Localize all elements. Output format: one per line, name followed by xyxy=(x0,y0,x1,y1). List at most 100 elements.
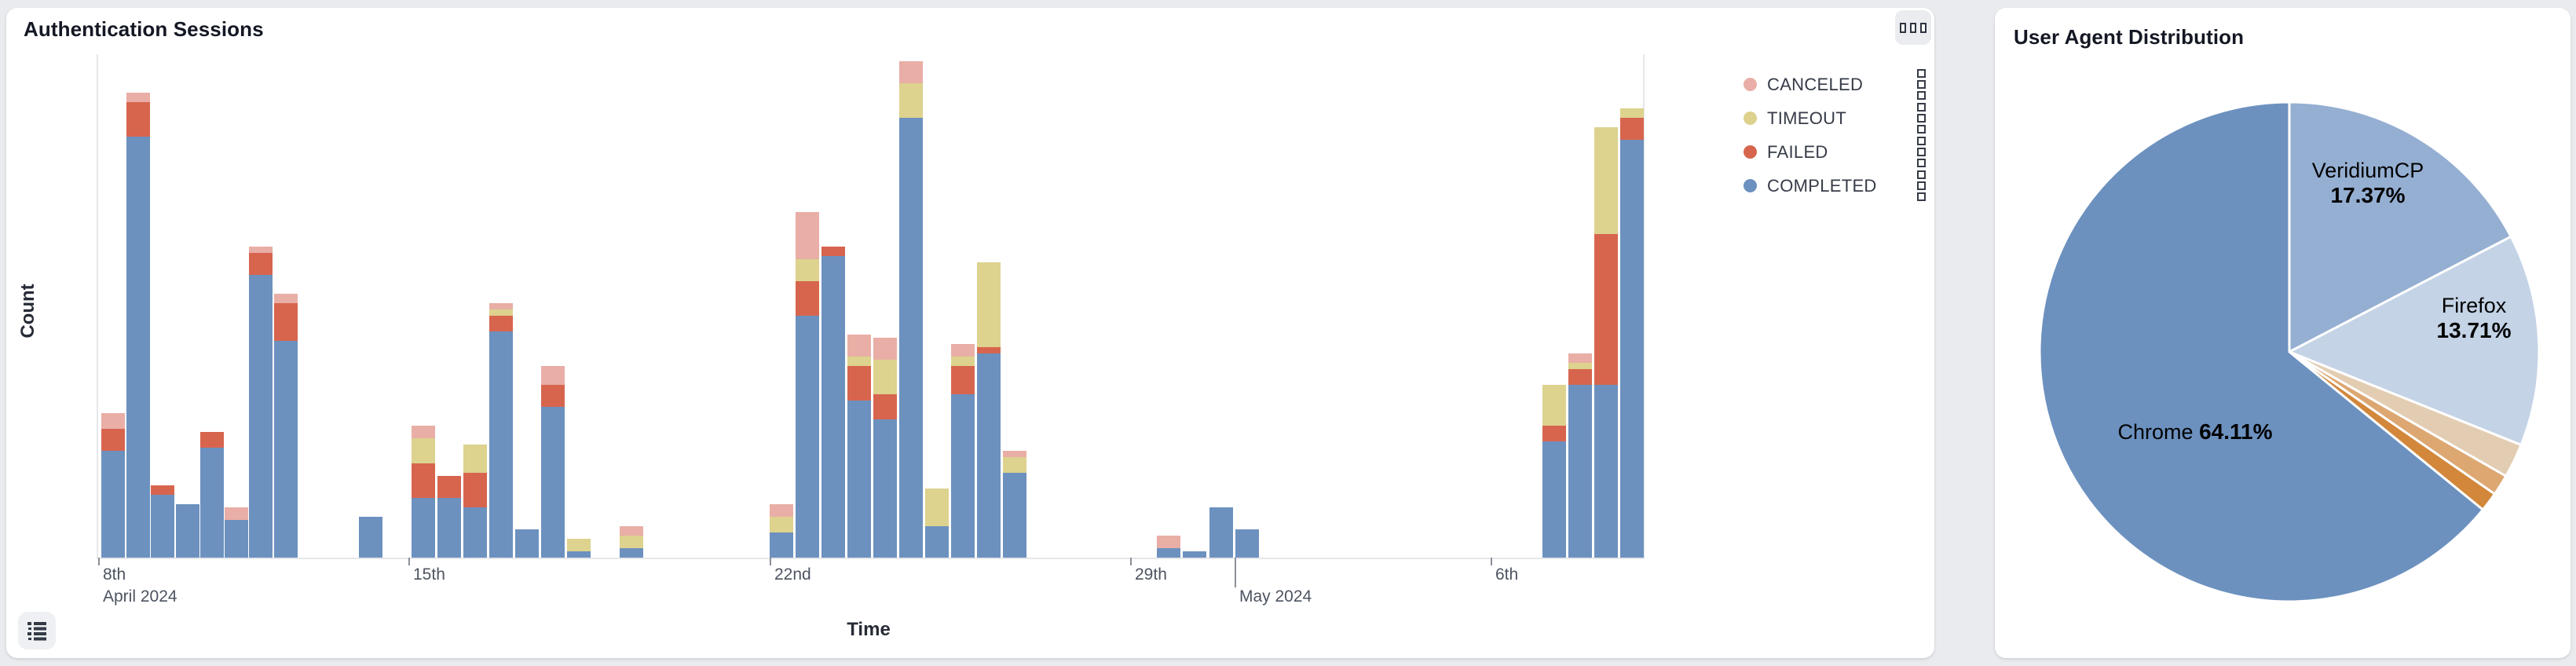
bar-segment-canceled xyxy=(873,338,897,360)
pie-slice-chrome[interactable] xyxy=(2038,101,2484,603)
grid-menu-button[interactable] xyxy=(1895,10,1931,45)
stacked-bar[interactable] xyxy=(437,476,461,558)
stacked-bar[interactable] xyxy=(873,338,897,558)
legend-label: FAILED xyxy=(1767,141,1828,162)
pie-slice-firefox[interactable] xyxy=(2288,235,2541,447)
x-axis-month-label: May 2024 xyxy=(1239,587,1312,606)
stacked-bar[interactable] xyxy=(541,366,565,558)
bar-segment-timeout xyxy=(796,259,819,281)
bar-segment-timeout xyxy=(1003,457,1026,473)
x-axis-tick-label: 29th xyxy=(1135,565,1167,584)
stacked-bar[interactable] xyxy=(249,247,273,558)
stacked-bar[interactable] xyxy=(567,539,591,558)
stacked-bar[interactable] xyxy=(463,445,487,558)
bar-segment-completed xyxy=(847,401,871,558)
panel-user-agent-distribution: User Agent Distribution VeridiumCP 17.37… xyxy=(1995,8,2571,658)
stacked-bar[interactable] xyxy=(1157,536,1180,558)
pie-slice-veridiumcp[interactable] xyxy=(2288,101,2512,353)
bar-segment-failed xyxy=(101,429,125,451)
bar-segment-failed xyxy=(847,366,871,401)
stacked-bar[interactable] xyxy=(151,485,174,558)
stacked-bar[interactable] xyxy=(620,526,643,558)
bar-segment-timeout xyxy=(1542,385,1566,426)
square-icon xyxy=(1917,159,1926,167)
bar-segment-completed xyxy=(1235,529,1259,558)
stacked-bar[interactable] xyxy=(977,262,1001,558)
vertical-squares-menu-icon[interactable] xyxy=(1914,167,1929,204)
legend-item-completed[interactable]: COMPLETED xyxy=(1744,169,1929,203)
chart-legend: CANCELED TIMEOUT FAILED COMPLETED xyxy=(1744,68,1929,203)
bar-segment-failed xyxy=(1594,234,1618,385)
stacked-bar[interactable] xyxy=(515,529,539,558)
stacked-bar[interactable] xyxy=(899,61,923,558)
bar-segment-completed xyxy=(873,419,897,558)
legend-item-failed[interactable]: FAILED xyxy=(1744,135,1929,169)
stacked-bar[interactable] xyxy=(951,344,975,558)
bar-segment-timeout xyxy=(1620,108,1644,118)
stacked-bar[interactable] xyxy=(489,303,513,558)
legend-dot xyxy=(1744,145,1757,159)
vertical-squares-menu-icon[interactable] xyxy=(1914,100,1929,137)
bar-segment-completed xyxy=(1542,441,1566,558)
x-axis-tick xyxy=(1130,558,1132,565)
stacked-bar[interactable] xyxy=(1542,385,1566,558)
stacked-bar[interactable] xyxy=(274,294,298,558)
bar-segment-timeout xyxy=(567,539,591,551)
stacked-bar[interactable] xyxy=(101,413,125,558)
stacked-bar[interactable] xyxy=(1568,353,1592,558)
stacked-bar[interactable] xyxy=(1235,529,1259,558)
y-axis-title: Count xyxy=(17,284,38,338)
legend-item-canceled[interactable]: CANCELED xyxy=(1744,68,1929,101)
square-icon xyxy=(1917,103,1926,112)
bar-segment-completed xyxy=(176,504,199,558)
bar-segment-canceled xyxy=(225,507,248,520)
vertical-squares-menu-icon[interactable] xyxy=(1914,134,1929,170)
bar-segment-completed xyxy=(620,548,643,558)
slice-percent: 64.11% xyxy=(2199,419,2273,444)
stacked-bar[interactable] xyxy=(1620,108,1644,558)
bar-segment-timeout xyxy=(899,83,923,118)
stacked-bar[interactable] xyxy=(200,432,224,558)
legend-item-timeout[interactable]: TIMEOUT xyxy=(1744,101,1929,135)
stacked-bar[interactable] xyxy=(1003,451,1026,558)
bar-segment-completed xyxy=(126,137,150,558)
x-axis-tick-label: 22nd xyxy=(774,565,811,584)
square-icon xyxy=(1917,91,1926,100)
stacked-bar[interactable] xyxy=(1594,127,1618,558)
stacked-bar[interactable] xyxy=(1183,551,1206,558)
bar-segment-timeout xyxy=(1568,363,1592,369)
bar-segment-canceled xyxy=(101,413,125,429)
bar-segment-failed xyxy=(463,473,487,507)
stacked-bar[interactable] xyxy=(770,504,793,558)
square-icon xyxy=(1900,22,1906,33)
stacked-bar[interactable] xyxy=(359,517,382,558)
stacked-bar[interactable] xyxy=(176,504,199,558)
bar-segment-canceled xyxy=(847,335,871,357)
x-axis-tick xyxy=(98,558,100,565)
stacked-bar[interactable] xyxy=(412,426,435,558)
stacked-bar[interactable] xyxy=(925,489,949,558)
vertical-squares-menu-icon[interactable] xyxy=(1914,66,1929,103)
panel-title: Authentication Sessions xyxy=(24,17,264,41)
stacked-bar[interactable] xyxy=(1209,507,1233,558)
bar-segment-completed xyxy=(249,275,273,558)
bar-segment-canceled xyxy=(951,344,975,357)
stacked-bar[interactable] xyxy=(847,335,871,558)
stacked-bar[interactable] xyxy=(821,247,845,558)
stacked-bar[interactable] xyxy=(225,507,248,558)
x-axis-tick-label: 8th xyxy=(103,565,126,584)
stacked-bar[interactable] xyxy=(796,212,819,558)
square-icon xyxy=(1917,181,1926,190)
stacked-bar[interactable] xyxy=(126,93,150,558)
sessions-stacked-bar-chart: 8th April 2024 15th 22nd 29th May 2024 6th xyxy=(97,54,1645,606)
x-axis-tick xyxy=(408,558,410,565)
pie-label-firefox: Firefox 13.71% xyxy=(2391,294,2556,343)
bar-segment-timeout xyxy=(463,445,487,473)
bar-segment-completed xyxy=(541,407,565,558)
bar-segment-canceled xyxy=(489,303,513,309)
bar-segment-completed xyxy=(821,256,845,558)
x-axis-tick xyxy=(1235,558,1236,587)
bar-segment-failed xyxy=(1620,118,1644,140)
list-view-button[interactable] xyxy=(18,612,56,650)
square-icon xyxy=(1910,22,1916,33)
